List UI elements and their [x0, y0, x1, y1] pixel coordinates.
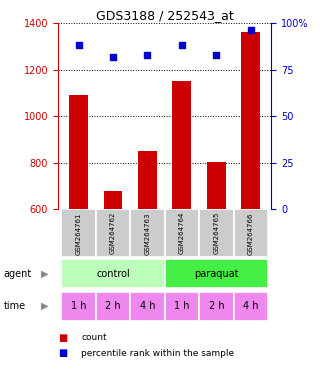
Bar [241, 32, 260, 209]
Text: ▶: ▶ [41, 301, 48, 311]
Point [76, 42, 81, 48]
Text: 4 h: 4 h [140, 301, 155, 311]
Text: 1 h: 1 h [174, 301, 190, 311]
Bar [138, 151, 157, 209]
Text: ■: ■ [58, 348, 67, 358]
Text: GSM264764: GSM264764 [179, 212, 185, 255]
Text: GSM264761: GSM264761 [75, 212, 81, 255]
Bar [234, 291, 268, 321]
Text: 1 h: 1 h [71, 301, 86, 311]
Text: GSM264762: GSM264762 [110, 212, 116, 255]
Bar [130, 291, 165, 321]
Text: GSM264763: GSM264763 [144, 212, 151, 255]
Text: GSM264765: GSM264765 [213, 212, 219, 255]
Bar [199, 291, 234, 321]
Text: 2 h: 2 h [209, 301, 224, 311]
Bar [61, 259, 165, 288]
Text: count: count [81, 333, 107, 343]
Point [214, 51, 219, 58]
Text: control: control [96, 268, 130, 279]
Bar [234, 209, 268, 257]
Text: 2 h: 2 h [105, 301, 121, 311]
Bar [165, 209, 199, 257]
Bar [130, 209, 165, 257]
Bar [61, 291, 96, 321]
Text: ■: ■ [58, 333, 67, 343]
Text: percentile rank within the sample: percentile rank within the sample [81, 349, 234, 358]
Bar [199, 209, 234, 257]
Bar [61, 209, 96, 257]
Bar [69, 95, 88, 209]
Bar [96, 209, 130, 257]
Bar [207, 162, 226, 209]
Bar [165, 291, 199, 321]
Point [145, 51, 150, 58]
Text: time: time [3, 301, 25, 311]
Text: paraquat: paraquat [194, 268, 239, 279]
Text: agent: agent [3, 268, 31, 279]
Text: GSM264766: GSM264766 [248, 212, 254, 255]
Point [179, 42, 185, 48]
Bar [96, 291, 130, 321]
Bar [165, 259, 268, 288]
Point [110, 53, 116, 60]
Point [248, 27, 254, 33]
Title: GDS3188 / 252543_at: GDS3188 / 252543_at [96, 9, 234, 22]
Bar [172, 81, 191, 209]
Text: 4 h: 4 h [243, 301, 259, 311]
Text: ▶: ▶ [41, 268, 48, 279]
Bar [104, 191, 122, 209]
